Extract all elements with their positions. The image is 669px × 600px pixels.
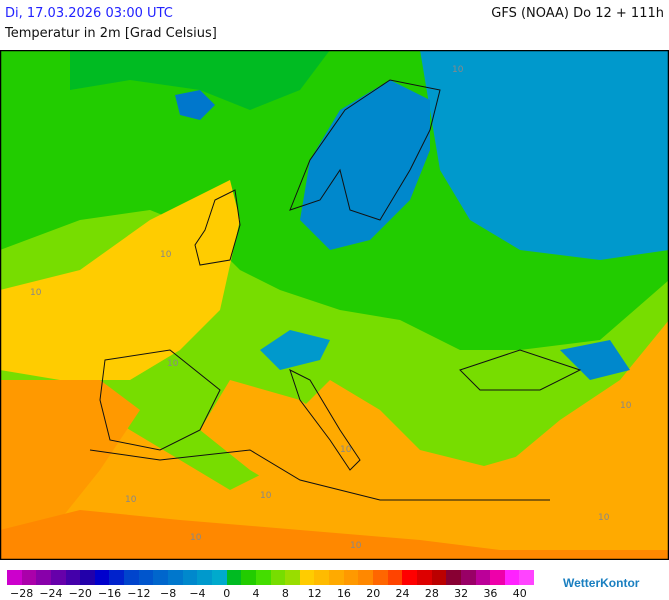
contour-label: 10 <box>30 288 42 298</box>
legend-swatch <box>475 570 491 585</box>
contour-label: 10 <box>260 491 272 501</box>
legend-swatch <box>519 570 535 585</box>
legend-swatch <box>431 570 447 585</box>
legend-swatch <box>65 570 81 585</box>
legend-tick-label: 24 <box>395 587 410 600</box>
map-region-north-africa <box>0 510 669 560</box>
coastlines <box>89 79 582 501</box>
legend-swatch <box>504 570 520 585</box>
legend-swatch <box>299 570 315 585</box>
contour-label: 10 <box>190 533 202 543</box>
legend-tick-label: −16 <box>97 587 122 600</box>
legend-swatch <box>490 570 505 585</box>
legend-swatch <box>124 570 139 585</box>
contour-label: 10 <box>167 359 179 369</box>
map-region-north-atlantic <box>70 50 330 110</box>
legend-swatch <box>314 570 330 585</box>
contour-label: 10 <box>125 495 137 505</box>
legend-swatch <box>36 570 51 585</box>
color-legend <box>7 570 535 585</box>
contour-label: 10 <box>620 401 632 411</box>
legend-tick-label: 0 <box>223 587 231 600</box>
legend-tick-label: 40 <box>512 587 527 600</box>
legend-tick-label: −4 <box>189 587 206 600</box>
coastline-iberia <box>99 349 221 451</box>
legend-tick-label: 12 <box>307 587 322 600</box>
legend-swatch <box>255 570 271 585</box>
contour-label: 10 <box>160 250 172 260</box>
legend-swatch <box>50 570 66 585</box>
legend-swatch <box>270 570 286 585</box>
legend-tick-label: −12 <box>127 587 151 600</box>
variable-title: Temperatur in 2m [Grad Celsius] <box>5 26 217 41</box>
map-region-orange-atlantic <box>0 180 240 380</box>
legend-tick-label: 16 <box>336 587 351 600</box>
contour-label: 10 <box>340 445 352 455</box>
legend-swatch <box>138 570 154 585</box>
legend-swatch <box>80 570 95 585</box>
legend-swatch <box>182 570 198 585</box>
legend-tick-label: 4 <box>252 587 260 600</box>
legend-swatch <box>373 570 388 585</box>
contour-label: 10 <box>598 513 610 523</box>
legend-swatch <box>109 570 125 585</box>
coastline-scandinavia <box>289 79 441 221</box>
legend-tick-label: −8 <box>160 587 177 600</box>
legend-swatch <box>446 570 461 585</box>
coastline-italy <box>289 369 361 471</box>
contour-label: 10 <box>452 65 464 75</box>
legend-swatch <box>329 570 344 585</box>
legend-swatch <box>241 570 256 585</box>
legend-swatch <box>168 570 183 585</box>
coastline-africa <box>89 449 550 501</box>
legend-tick-label: −24 <box>39 587 63 600</box>
legend-swatch <box>7 570 22 585</box>
legend-tick-label: 8 <box>281 587 289 600</box>
coastline-britain <box>194 189 241 266</box>
legend-tick-label: −20 <box>68 587 92 600</box>
legend-swatch <box>285 570 300 585</box>
wetterkontor-logo: WetterKontor <box>563 576 640 590</box>
legend-swatch <box>387 570 403 585</box>
legend-swatch <box>226 570 242 585</box>
model-run: GFS (NOAA) Do 12 + 111h <box>491 6 664 21</box>
forecast-datetime: Di, 17.03.2026 03:00 UTC <box>5 6 173 21</box>
legend-swatch <box>416 570 432 585</box>
map-region-alps <box>260 330 330 370</box>
legend-tick-label: −28 <box>10 587 34 600</box>
legend-tick-label: 28 <box>424 587 439 600</box>
legend-swatch <box>211 570 227 585</box>
map-region-cold-east <box>420 50 669 260</box>
map-region-scandinavia <box>300 80 430 250</box>
legend-swatch <box>343 570 359 585</box>
legend-swatch <box>402 570 417 585</box>
legend-swatch <box>197 570 212 585</box>
legend-swatch <box>21 570 37 585</box>
legend-swatch <box>358 570 374 585</box>
legend-swatch <box>460 570 476 585</box>
map-region-iceland <box>175 90 215 120</box>
map-region-turkey-cold <box>560 340 630 380</box>
contour-label: 10 <box>350 541 362 551</box>
legend-tick-label: 32 <box>454 587 469 600</box>
temperature-map: 10 10 10 10 10 10 10 10 10 10 10 <box>0 50 669 560</box>
legend-tick-label: 20 <box>366 587 381 600</box>
legend-swatch <box>153 570 169 585</box>
legend-swatch <box>94 570 110 585</box>
coastline-blacksea <box>459 349 582 391</box>
legend-ticks: −28 −24 −20 −16 −12 −8 −4 0 4 8 12 16 20 24 28 32 36 40 <box>0 587 669 600</box>
legend-tick-label: 36 <box>483 587 498 600</box>
